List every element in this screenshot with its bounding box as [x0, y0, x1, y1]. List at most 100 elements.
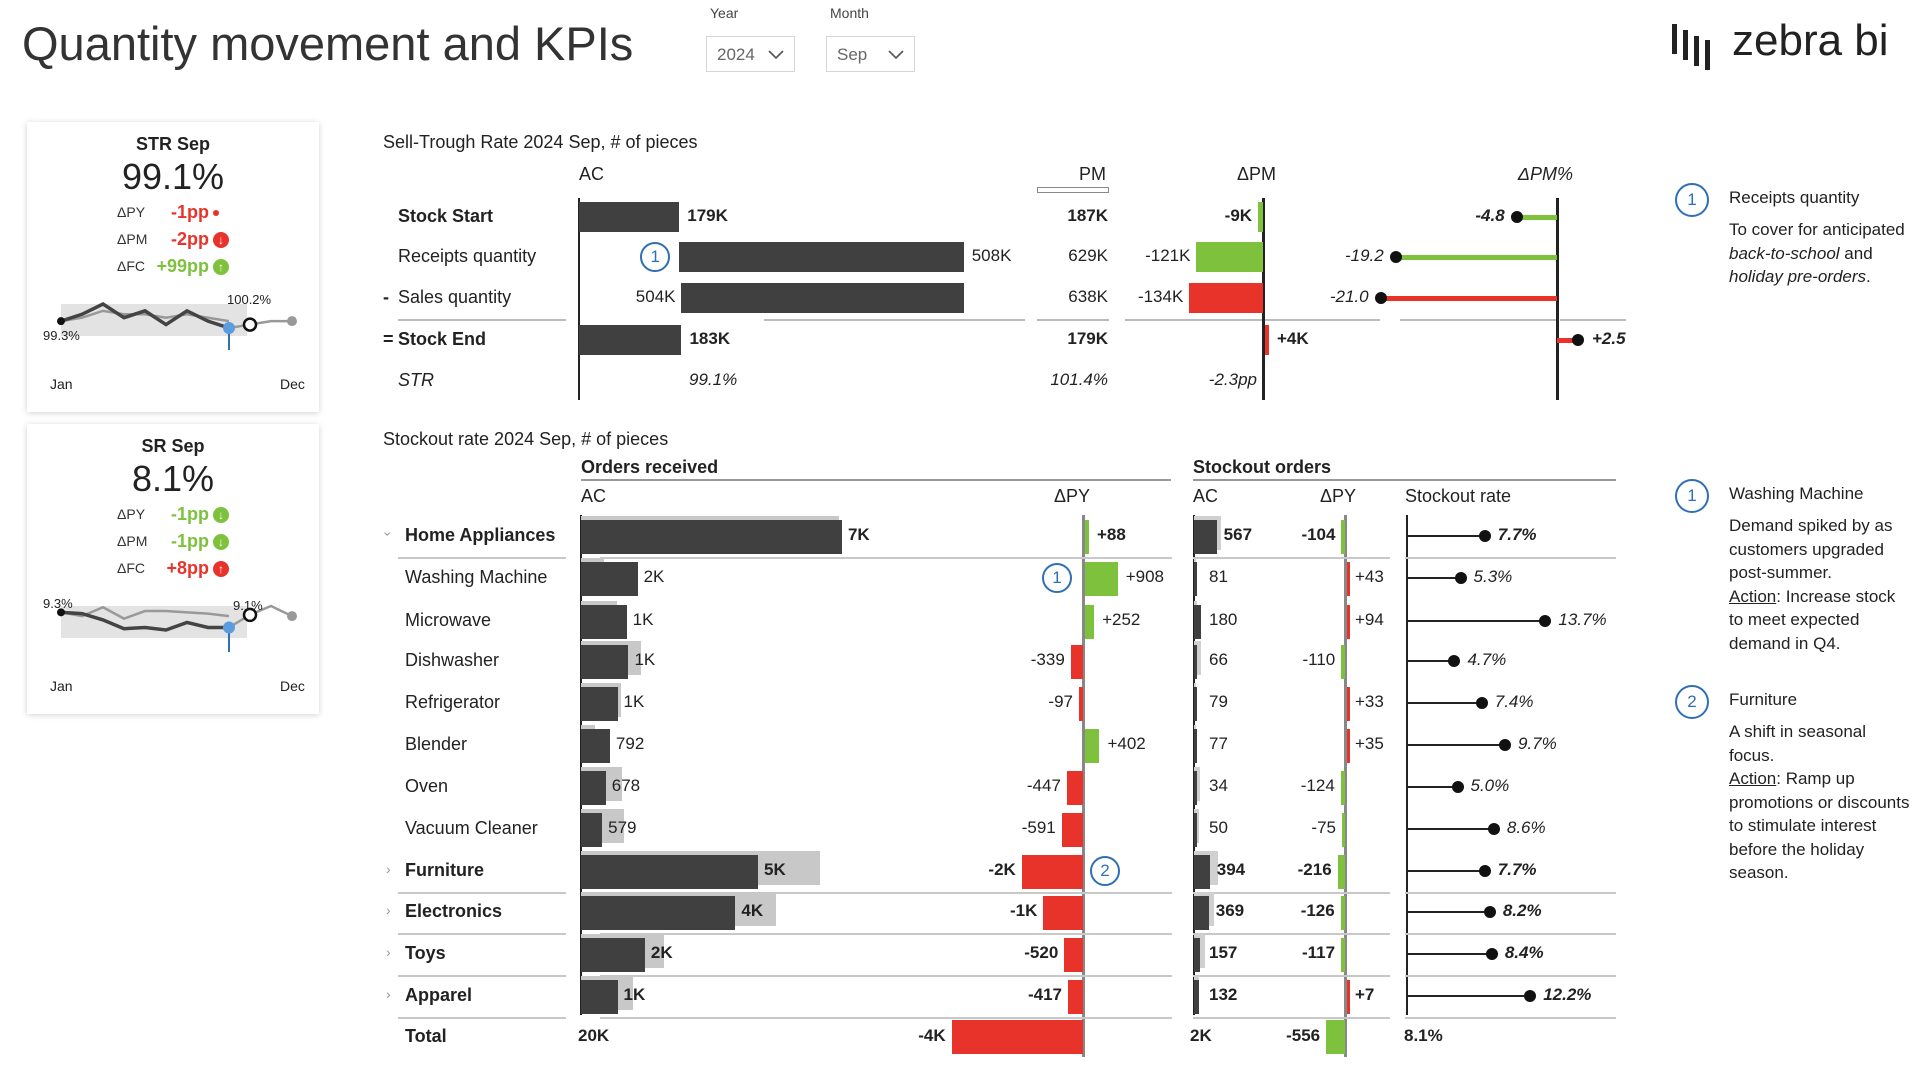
stockout-rate-value: 5.3% [1473, 567, 1513, 586]
sparkline-end-dot [287, 611, 297, 622]
ac-axis [578, 198, 580, 400]
orders-ac-value: 1K [623, 692, 645, 711]
stockout-dpy-bar [1341, 645, 1345, 679]
stockout-dpy-bar [1347, 562, 1350, 596]
row-label: Stock Start [398, 206, 494, 226]
row-separator [398, 892, 566, 894]
pm-header-marker [1037, 187, 1109, 193]
kpi-card[interactable]: SR Sep 8.1% ΔPY -1pp ↓ ΔPM -1pp ↓ ΔFC +8pp ↑ 9.3% 9.… [27, 424, 319, 714]
ac-bar [579, 202, 680, 232]
year-label: Year [710, 5, 739, 21]
stockout-rate-line [1407, 702, 1482, 704]
orders-dpy-bar [1079, 687, 1083, 721]
month-dropdown[interactable]: Sep [826, 36, 915, 72]
stockout-rate-line [1407, 786, 1458, 788]
stockout-py-bar [1194, 641, 1202, 675]
sparkline-py-line [60, 605, 230, 620]
row-label: Home Appliances [405, 525, 556, 545]
stockout-rate-value: 12.2% [1543, 985, 1592, 1004]
stockout-ac-bar [1194, 813, 1197, 847]
stockout-dpy-bar [1347, 729, 1350, 763]
annotation-marker-1: 1 [1042, 563, 1072, 593]
orders-dpy-bar [1085, 562, 1118, 596]
row-label: Washing Machine [405, 567, 548, 587]
row-separator [600, 933, 1172, 935]
sparkline-x-start: Jan [50, 678, 73, 694]
orders-dpy-value: -2K [988, 860, 1016, 879]
stockout-rate-line [1407, 953, 1492, 955]
orders-dpy-axis [1082, 515, 1085, 1057]
row-label: Oven [405, 776, 449, 796]
chevron-right-icon[interactable]: › [386, 986, 391, 1002]
orders-dpy-bar [1070, 645, 1083, 679]
stockout-rate-line [1407, 870, 1485, 872]
annotation-text-part: . [1866, 267, 1871, 286]
header-dpm: ΔPM [1236, 164, 1276, 184]
up-arrow-icon: ↑ [213, 259, 229, 275]
row-label: Sales quantity [398, 287, 512, 307]
chevron-right-icon[interactable]: › [386, 944, 391, 960]
stockout-rate-line [1407, 660, 1455, 662]
chevron-right-icon[interactable]: › [386, 861, 391, 877]
ac-bar [679, 242, 964, 272]
dpm-pct-dot [1374, 292, 1387, 304]
page-title: Quantity movement and KPIs [22, 17, 634, 70]
ac-bar [579, 325, 682, 355]
row-separator [1125, 319, 1262, 321]
ac-bar [681, 283, 964, 313]
orders-dpy-bar [1085, 729, 1100, 763]
stockout-ac-value: 77 [1209, 734, 1228, 753]
stockout-rate-dot [1485, 948, 1498, 960]
stockout-dpy-bar [1347, 605, 1351, 639]
orders-ac-bar [581, 980, 618, 1014]
orders-ac-bar [581, 729, 610, 763]
orders-dpy-bar [1067, 980, 1083, 1014]
year-dropdown[interactable]: 2024 [706, 36, 795, 72]
row-separator [1405, 975, 1616, 977]
kpi-card[interactable]: STR Sep 99.1% ΔPY -1pp ΔPM -2pp ↓ ΔFC +99pp ↑ 99.3… [27, 122, 319, 412]
dpm-pct-value: -19.2 [1344, 246, 1384, 265]
annotation-title: Receipts quantity [1729, 188, 1860, 207]
row-separator [398, 319, 566, 321]
dpm-pct-value: +2.5 [1592, 329, 1626, 348]
annotation-title: Washing Machine [1729, 484, 1864, 503]
row-label: Furniture [405, 860, 484, 880]
group-line [1193, 479, 1616, 481]
stockout-ac-bar [1194, 562, 1198, 596]
stockout-rate-value: 13.7% [1558, 610, 1607, 629]
stockout-rate-axis [1406, 515, 1408, 1015]
chevron-down-icon[interactable]: › [380, 531, 397, 537]
sparkline-current-dot [223, 322, 235, 334]
orders-dpy-bar [1085, 520, 1089, 554]
up-arrow-icon: ↑ [213, 561, 229, 577]
row-separator [1405, 933, 1616, 935]
sparkline-chart [57, 301, 297, 350]
kpi-delta-label: ΔPM [117, 231, 148, 247]
row-separator [1193, 1017, 1390, 1019]
chevron-right-icon[interactable]: › [386, 902, 391, 918]
row-separator [1193, 892, 1390, 894]
orders-dpy-bar [1043, 896, 1083, 930]
annotation-text-part: and [1839, 243, 1873, 263]
row-label: Stock End [398, 329, 487, 349]
str-dpm: -2.3pp [1208, 370, 1257, 389]
row-label: Toys [405, 943, 446, 963]
stockout-rate-value: 9.7% [1517, 734, 1557, 753]
stockout-dpy-value: +33 [1355, 692, 1384, 711]
dpm-pct-value: -4.8 [1475, 206, 1505, 225]
stockout-rate-dot [1483, 906, 1496, 918]
stockout-dpy-bar [1341, 520, 1345, 554]
header-ac: AC [579, 164, 605, 184]
stockout-ac-value: 79 [1209, 692, 1228, 711]
annotation-marker-2: 2 [1090, 856, 1120, 886]
row-separator [1405, 557, 1616, 559]
logo-text: zebra bi [1732, 16, 1889, 65]
dpm-pct-line [1380, 296, 1557, 301]
row-prefix: = [383, 329, 394, 349]
row-separator [600, 975, 1172, 977]
sparkline-x-start: Jan [50, 376, 73, 392]
down-arrow-icon: ↓ [213, 534, 229, 550]
stockout-dpy-bar [1337, 855, 1345, 889]
row-label: Vacuum Cleaner [405, 818, 538, 838]
stockout-rate-value: 7.7% [1497, 860, 1537, 879]
